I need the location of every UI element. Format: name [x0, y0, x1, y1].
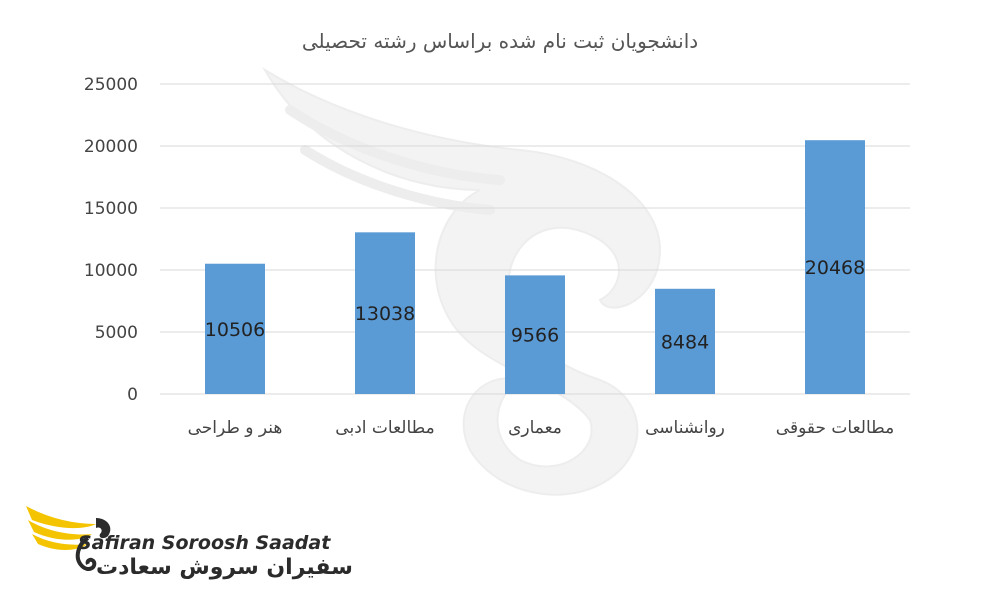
x-category-label: مطالعات حقوقی	[776, 418, 894, 438]
y-tick-label: 5000	[95, 323, 138, 343]
y-tick-label: 25000	[84, 75, 138, 95]
chart-title: دانشجویان ثبت نام شده براساس رشته تحصیلی	[302, 29, 698, 53]
data-label: 10506	[205, 319, 265, 341]
brand-name-fa: سفیران سروش سعادت	[96, 555, 353, 580]
x-category-label: معماری	[508, 418, 562, 438]
wing-logo-icon	[26, 506, 111, 571]
bar	[655, 288, 715, 394]
y-tick-label: 0	[127, 385, 138, 405]
y-tick-label: 20000	[84, 137, 138, 157]
x-category-label: هنر و طراحی	[188, 418, 283, 438]
y-tick-label: 15000	[84, 199, 138, 219]
data-label: 9566	[511, 325, 559, 347]
watermark-wing-icon	[262, 67, 662, 496]
bar	[355, 232, 415, 394]
x-category-label: مطالعات ادبی	[335, 418, 434, 438]
bars	[205, 140, 865, 394]
brand-name-en: Safiran Soroosh Saadat	[78, 532, 331, 554]
bar	[205, 263, 265, 394]
data-label: 8484	[661, 331, 709, 353]
bar	[805, 140, 865, 394]
x-category-label: روانشناسی	[645, 418, 725, 438]
data-label: 20468	[805, 257, 865, 279]
data-labels: 10506 13038 9566 8484 20468	[205, 257, 865, 353]
data-label: 13038	[355, 303, 415, 325]
x-axis-category-labels: هنر و طراحی مطالعات ادبی معماری روانشناسی مط…	[188, 418, 895, 438]
y-axis-tick-labels: 0 5000 10000 15000 20000 25000	[84, 75, 138, 405]
y-tick-label: 10000	[84, 261, 138, 281]
bar	[505, 275, 565, 394]
gridlines	[160, 83, 910, 333]
